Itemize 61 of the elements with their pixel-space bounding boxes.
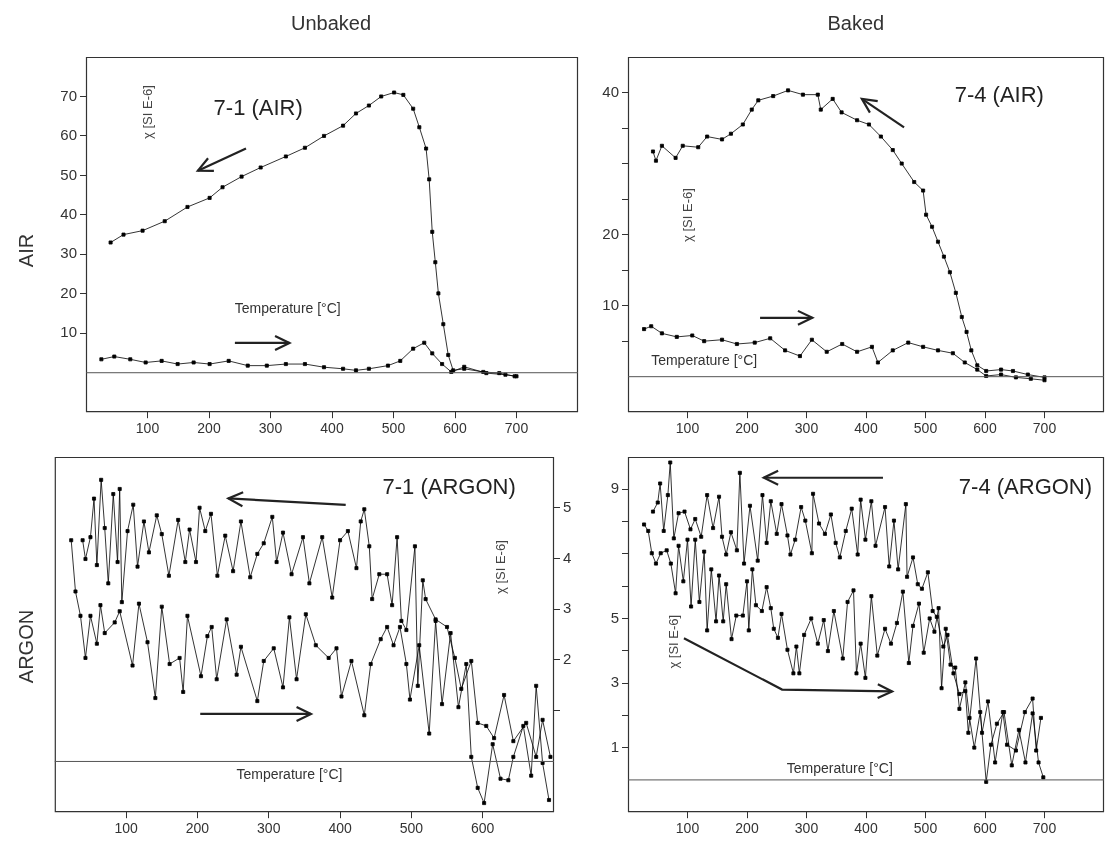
text: 7-1 (AIR) (213, 94, 303, 120)
chart-subtitle: Unbaked (291, 12, 372, 35)
x-tick-label: 400 (854, 420, 878, 437)
y2-axis-title: χ [SI E-6] (493, 540, 509, 595)
x-tick-label: 600 (973, 820, 997, 837)
x-tick-label: 400 (320, 420, 344, 437)
x-axis-title: Temperature [°C] (786, 760, 893, 777)
y-tick-label: 40 (602, 82, 619, 100)
y-tick-label: 40 (60, 205, 77, 223)
x-axis-title: Temperature [°C] (236, 766, 343, 783)
x-tick-label: 600 (471, 820, 495, 837)
x-tick-label: 700 (1032, 820, 1057, 837)
x-tick-label: 100 (675, 820, 700, 837)
y-tick-label: 50 (60, 165, 77, 183)
text: ARGON (14, 609, 38, 683)
y2-tick-label: 5 (563, 497, 572, 515)
text: 7-4 (AIR) (954, 82, 1044, 108)
x-tick-label: 500 (913, 820, 938, 837)
y-tick-label: 60 (60, 126, 77, 144)
y-tick-label: 9 (610, 479, 619, 497)
y-axis-title: χ [SI E-6] (680, 188, 696, 242)
x-tick-label: 300 (257, 820, 281, 837)
x-tick-label: 100 (675, 420, 700, 437)
x-tick-label: 300 (794, 820, 819, 837)
y2-tick-label: 2 (563, 650, 572, 668)
x-tick-label: 200 (185, 820, 210, 837)
y-tick-label: 20 (602, 224, 619, 242)
x-tick-label: 500 (913, 420, 938, 437)
y-tick-label: 3 (610, 673, 619, 691)
x-tick-label: 500 (381, 420, 406, 437)
x-axis-title: Temperature [°C] (234, 300, 341, 317)
x-tick-label: 300 (258, 420, 283, 437)
x-tick-label: 700 (504, 420, 529, 437)
text: AIR (14, 233, 38, 267)
y-tick-label: 20 (60, 283, 77, 301)
chart-subtitle: Baked (827, 12, 885, 35)
x-axis-title: Temperature [°C] (651, 351, 758, 368)
x-tick-label: 500 (399, 820, 424, 837)
x-tick-label: 200 (735, 420, 759, 437)
x-tick-label: 600 (973, 420, 997, 437)
y-tick-label: 10 (602, 295, 619, 313)
text: 7-1 (ARGON) (382, 473, 516, 499)
x-tick-label: 400 (328, 820, 352, 837)
y-tick-label: 30 (60, 244, 77, 262)
y-axis-title: χ [SI E-6] (139, 85, 155, 139)
y-tick-label: 5 (610, 608, 619, 626)
x-tick-label: 200 (735, 820, 759, 837)
y-tick-label: 10 (60, 323, 77, 341)
text: 7-4 (ARGON) (958, 473, 1093, 499)
x-tick-label: 200 (197, 420, 221, 437)
x-tick-label: 300 (794, 420, 819, 437)
y-tick-label: 1 (610, 737, 619, 755)
x-tick-label: 400 (854, 820, 878, 837)
x-tick-label: 700 (1032, 420, 1057, 437)
y2-tick-label: 3 (563, 599, 572, 617)
x-tick-label: 100 (135, 420, 160, 437)
y-axis-title: χ [SI E-6] (666, 614, 682, 669)
x-tick-label: 600 (443, 420, 467, 437)
y2-tick-label: 4 (563, 548, 572, 566)
y-tick-label: 70 (60, 86, 77, 104)
x-tick-label: 100 (114, 820, 139, 837)
